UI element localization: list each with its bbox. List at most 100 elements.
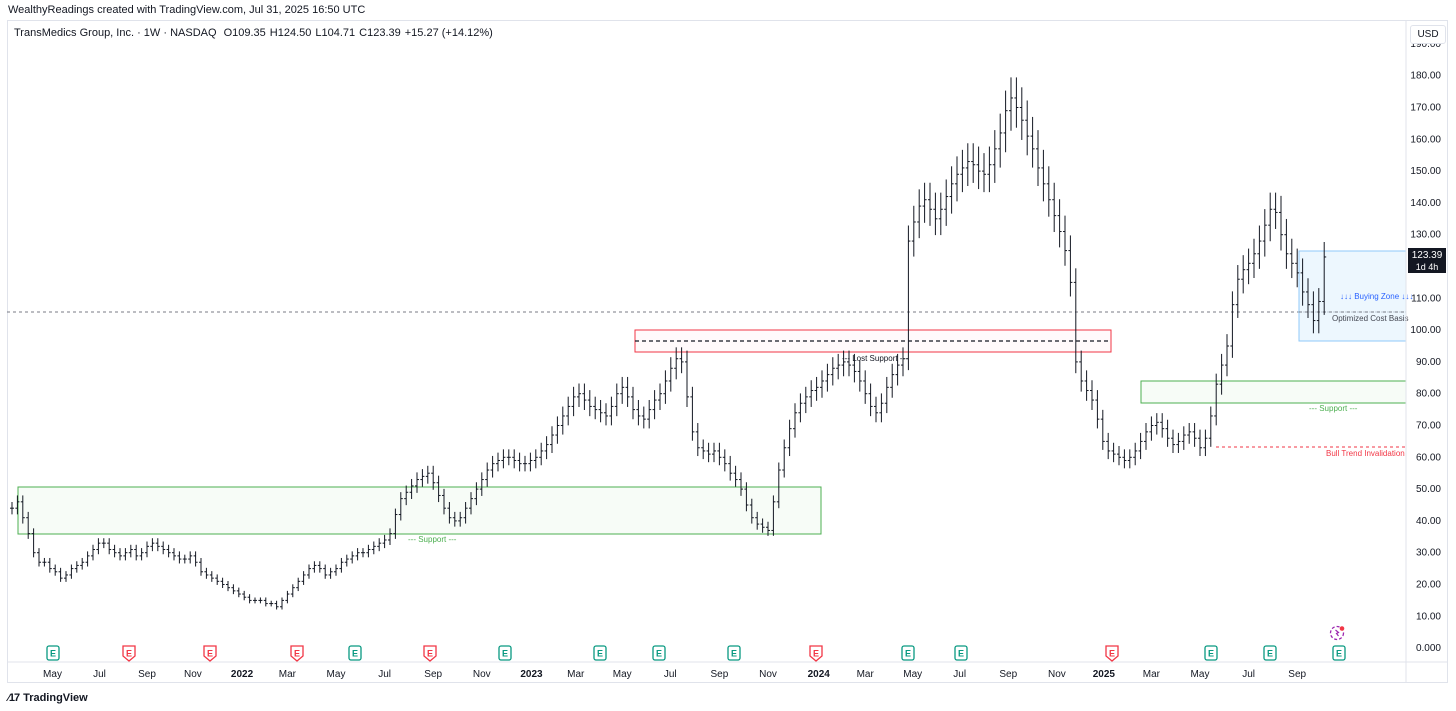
legend-close: C123.39: [359, 27, 401, 39]
ohlc-bar: [1149, 416, 1154, 441]
ohlc-bar: [706, 442, 711, 463]
earnings-icon[interactable]: E: [727, 645, 741, 661]
ohlc-bar: [442, 488, 446, 515]
earnings-icon[interactable]: E: [593, 645, 607, 661]
svg-text:E: E: [294, 649, 300, 659]
ohlc-bar: [377, 538, 382, 552]
y-tick-label: 180.00: [1410, 71, 1441, 82]
ohlc-bar: [469, 492, 473, 515]
ohlc-bar: [922, 182, 927, 223]
ohlc-bar: [344, 554, 349, 567]
tradingview-footer[interactable]: ⁄17 TradingView: [8, 692, 88, 704]
currency-button[interactable]: USD: [1410, 25, 1446, 44]
earnings-icon[interactable]: E: [348, 645, 362, 661]
ohlc-bar: [1030, 116, 1035, 168]
symbol-title[interactable]: TransMedics Group, Inc. · 1W · NASDAQ: [14, 27, 217, 39]
ohlc-bar: [1063, 215, 1067, 266]
bar-countdown-label: 1d 4h: [1416, 262, 1439, 272]
earnings-icon[interactable]: E: [1332, 645, 1346, 661]
legend-low: L104.71: [315, 27, 356, 39]
y-tick-label: 150.00: [1410, 166, 1441, 177]
ohlc-bar: [960, 149, 965, 193]
ohlc-bar: [490, 455, 495, 478]
ohlc-bar: [863, 370, 868, 404]
ohlc-bar: [755, 511, 760, 530]
ohlc-bar: [485, 462, 490, 487]
svg-text:E: E: [207, 649, 213, 659]
ohlc-bar: [517, 452, 522, 472]
earnings-icon[interactable]: E: [1263, 645, 1277, 661]
ohlc-bar: [145, 541, 149, 558]
x-tick-label: Sep: [138, 669, 156, 680]
earnings-icon[interactable]: E: [46, 645, 60, 661]
ohlc-bar: [663, 370, 668, 404]
alert-icon[interactable]: [1329, 625, 1345, 641]
ohlc-bar: [1046, 166, 1051, 217]
ohlc-bar: [971, 143, 976, 183]
y-tick-label: 70.00: [1416, 421, 1441, 432]
earnings-icon[interactable]: E: [901, 645, 915, 661]
ohlc-bar: [118, 548, 122, 561]
ohlc-bar: [787, 419, 792, 457]
y-tick-label: 10.00: [1416, 611, 1441, 622]
ohlc-bar: [1100, 409, 1105, 450]
earnings-icon[interactable]: E: [809, 645, 823, 662]
earnings-icon[interactable]: E: [203, 645, 217, 662]
ohlc-bar: [1095, 390, 1100, 429]
ohlc-bar: [1041, 149, 1046, 202]
ohlc-bar: [760, 518, 765, 533]
earnings-icon[interactable]: E: [498, 645, 512, 661]
buying-zone-label: ↓↓↓ Buying Zone ↓↓↓: [1340, 292, 1413, 301]
ohlc-bar: [458, 511, 463, 527]
ohlc-bar: [955, 156, 959, 202]
ohlc-bar: [447, 502, 452, 524]
earnings-icon[interactable]: E: [423, 645, 437, 662]
ohlc-bar: [420, 469, 425, 487]
ohlc-bar: [155, 538, 160, 552]
ohlc-bar: [976, 146, 981, 190]
ohlc-bar: [1122, 449, 1127, 469]
x-tick-label: Sep: [711, 669, 729, 680]
ohlc-bar: [269, 600, 274, 607]
ohlc-bar: [857, 360, 862, 392]
y-tick-label: 140.00: [1410, 198, 1441, 209]
ohlc-bar: [1160, 413, 1165, 438]
ohlc-bar: [393, 508, 398, 539]
ohlc-bar: [177, 551, 182, 564]
x-tick-label: May: [903, 669, 922, 680]
legend-open: O109.35: [223, 27, 266, 39]
svg-text:E: E: [427, 649, 433, 659]
ohlc-bar: [128, 544, 133, 558]
x-tick-label: Jul: [1242, 669, 1255, 680]
x-tick-label: Mar: [279, 669, 297, 680]
ohlc-bar: [80, 557, 85, 570]
x-tick-label: Sep: [999, 669, 1017, 680]
ohlc-bar: [1262, 209, 1267, 257]
ohlc-bar: [1246, 248, 1251, 285]
ohlc-bar: [803, 386, 808, 414]
ohlc-bar: [1295, 248, 1300, 288]
ohlc-bar: [577, 383, 581, 407]
ohlc-bar: [1036, 130, 1040, 186]
earnings-icon[interactable]: E: [954, 645, 968, 661]
ohlc-bar: [463, 502, 468, 524]
y-tick-label: 90.00: [1416, 357, 1441, 368]
ohlc-bar: [42, 557, 47, 567]
ohlc-bar: [733, 465, 738, 487]
ohlc-bar: [1138, 432, 1143, 460]
ohlc-bar: [895, 353, 900, 386]
earnings-icon[interactable]: E: [290, 645, 304, 662]
ohlc-bar: [560, 406, 565, 435]
earnings-icon[interactable]: E: [652, 645, 666, 661]
ohlc-bar: [47, 557, 52, 573]
ohlc-bar: [415, 472, 419, 493]
earnings-icon[interactable]: E: [122, 645, 136, 662]
earnings-icon[interactable]: E: [1105, 645, 1119, 662]
earnings-icon[interactable]: E: [1204, 645, 1218, 661]
ohlc-bar: [890, 363, 895, 398]
ohlc-bar: [911, 205, 916, 257]
ohlc-bar: [258, 597, 263, 604]
ohlc-bar: [550, 426, 554, 453]
